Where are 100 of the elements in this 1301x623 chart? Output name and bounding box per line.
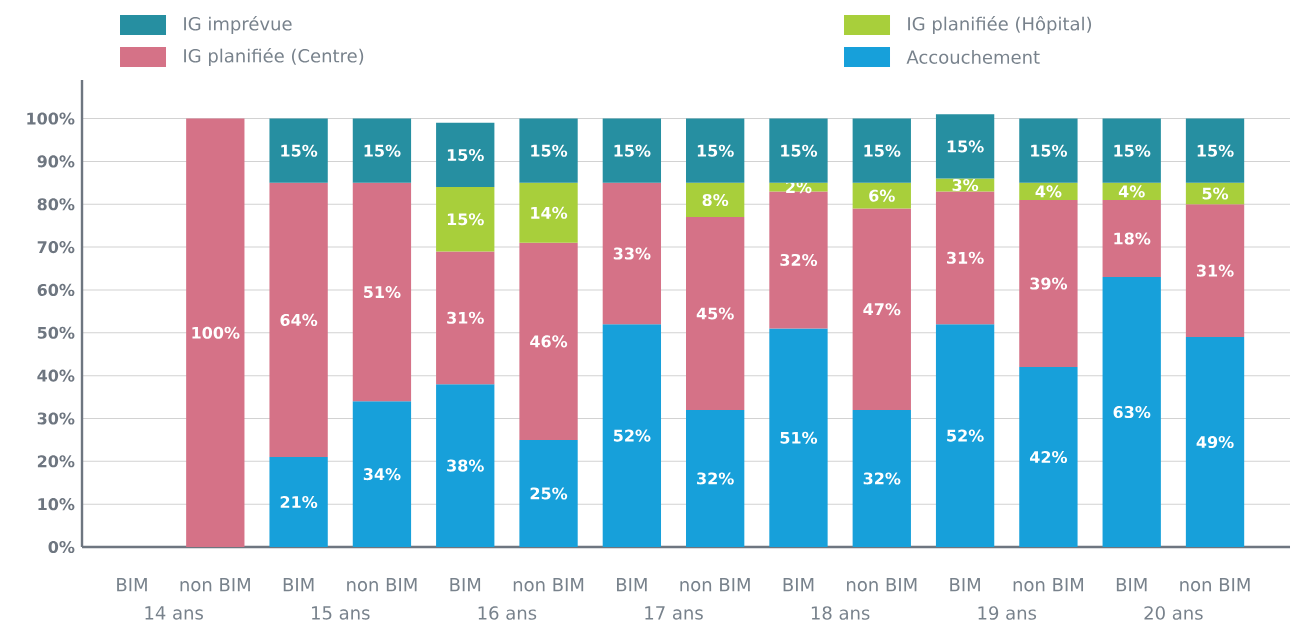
data-label: 21% <box>280 495 318 509</box>
x-tick-label: non BIM <box>1013 578 1084 592</box>
data-label: 64% <box>280 313 318 326</box>
y-tick-label: 70% <box>37 241 75 254</box>
data-label: 15% <box>947 140 984 153</box>
data-label: 33% <box>613 247 651 260</box>
bar <box>269 118 328 183</box>
bar <box>1102 277 1161 547</box>
x-tick-label: non BIM <box>680 578 750 592</box>
legend-label: IG planifiée (Hôpital) <box>908 15 1092 35</box>
data-label: 52% <box>613 429 651 442</box>
data-label: 63% <box>1113 405 1151 419</box>
bar <box>852 409 911 547</box>
data-label: 4% <box>1035 185 1062 198</box>
data-label: 15% <box>531 144 568 157</box>
data-label: 39% <box>1030 277 1068 290</box>
data-label: 100% <box>192 326 240 339</box>
bar <box>852 182 911 209</box>
bar <box>686 217 745 410</box>
bar <box>935 191 995 325</box>
x-tick-label: BIM <box>450 578 481 592</box>
x-tick-label: BIM <box>783 578 814 592</box>
text: 14 ans <box>145 606 203 620</box>
data-label: 32% <box>780 253 818 266</box>
bar <box>352 118 412 183</box>
bar <box>1019 118 1078 183</box>
bar <box>269 182 328 458</box>
text: 15 ans <box>312 606 370 620</box>
bar <box>352 401 412 547</box>
text: 19 ans <box>978 606 1037 620</box>
text: 20 ans <box>1144 606 1203 620</box>
data-label: 15% <box>364 144 401 157</box>
bar <box>686 409 745 547</box>
bar <box>602 118 662 183</box>
bar <box>602 324 662 547</box>
x-tick-label: non BIM <box>347 578 417 592</box>
bar <box>519 242 578 440</box>
data-label: 15% <box>1197 144 1234 157</box>
data-label: 15% <box>447 213 484 226</box>
bar <box>269 457 328 547</box>
data-label: 18% <box>1114 232 1151 245</box>
text: 17 ans <box>645 606 703 620</box>
data-label: 15% <box>281 144 318 157</box>
data-label: 15% <box>1031 144 1068 157</box>
data-label: 42% <box>1029 450 1068 464</box>
bar <box>436 251 495 385</box>
bar <box>1019 199 1078 368</box>
data-label: 15% <box>697 144 734 157</box>
x-tick-label: BIM <box>617 578 647 592</box>
data-label: 31% <box>1196 264 1234 277</box>
legend-label: Accouchement <box>906 50 1040 64</box>
bar <box>519 182 578 243</box>
x-tick-label: non BIM <box>180 578 250 592</box>
data-label: 14% <box>531 206 568 219</box>
data-label: 15% <box>864 144 901 157</box>
data-label: 15% <box>447 148 484 162</box>
y-tick-label: 60% <box>37 283 75 296</box>
data-label: 15% <box>781 144 818 157</box>
y-tick-label: 100% <box>27 112 75 125</box>
data-label: 31% <box>447 311 484 324</box>
bar <box>519 439 578 547</box>
text: 18 ans <box>811 606 870 620</box>
y-tick-label: 90% <box>37 155 75 168</box>
x-tick-label: BIM <box>950 578 980 592</box>
y-tick-label: 20% <box>37 455 75 468</box>
data-label: 51% <box>780 431 818 444</box>
data-label: 15% <box>1114 144 1151 157</box>
data-label: 34% <box>363 468 401 481</box>
y-tick-label: 50% <box>37 326 75 339</box>
data-label: 52% <box>947 429 984 442</box>
bar <box>1185 118 1245 183</box>
bar <box>769 118 828 183</box>
bar <box>436 122 495 188</box>
x-tick-label: BIM <box>117 578 147 592</box>
bar <box>1185 337 1245 547</box>
bar <box>852 208 911 410</box>
data-label: 15% <box>614 144 651 157</box>
data-label: 3% <box>952 178 979 192</box>
legend-label: IG planifiée (Centre) <box>184 47 364 67</box>
bar <box>686 182 745 218</box>
bar <box>519 118 578 183</box>
x-tick-label: non BIM <box>513 578 584 592</box>
x-tick-label: non BIM <box>1180 578 1250 592</box>
bar <box>1185 204 1245 338</box>
data-label: 25% <box>530 487 568 500</box>
data-label: 31% <box>947 251 984 264</box>
data-label: 51% <box>364 286 401 299</box>
y-tick-label: 30% <box>37 412 75 425</box>
x-tick-label: non BIM <box>847 578 917 592</box>
y-tick-label: 0% <box>48 540 75 554</box>
bar <box>186 118 245 547</box>
bar <box>1102 199 1161 278</box>
data-label: 32% <box>697 472 734 485</box>
bar <box>1102 118 1161 183</box>
bar <box>769 328 828 547</box>
bar <box>602 182 662 325</box>
text: 16 ans <box>478 606 537 620</box>
data-label: 32% <box>863 472 901 485</box>
bar <box>935 324 995 547</box>
data-label: 38% <box>447 459 484 472</box>
